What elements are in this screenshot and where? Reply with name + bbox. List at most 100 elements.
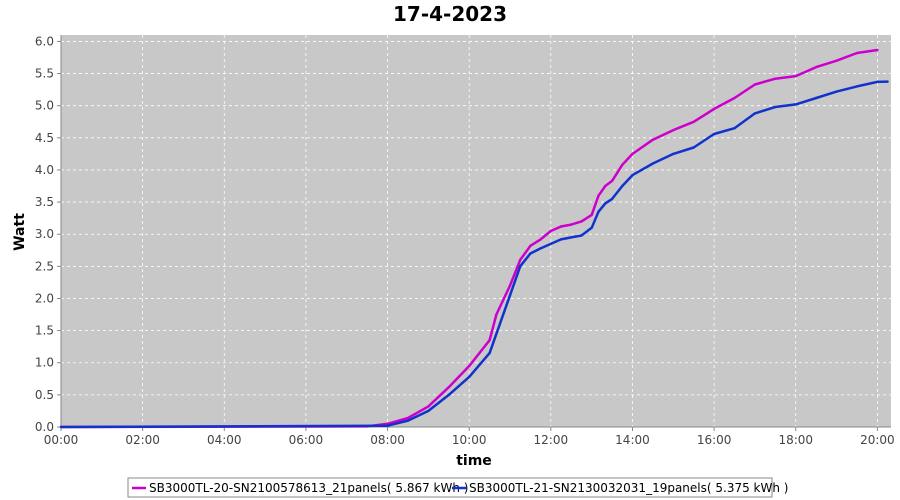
legend-label-series-2: SB3000TL-21-SN2130032031_19panels( 5.375… [469,481,788,495]
data-point [621,163,624,166]
data-point [733,96,736,100]
data-point [631,173,634,177]
data-point [580,234,583,237]
x-tick-label: 00:00 [44,433,79,447]
data-point [876,80,879,84]
data-point [590,213,593,217]
data-point [712,107,716,111]
x-tick-label: 02:00 [125,433,160,447]
data-point [508,294,512,297]
legend-label-series-1: SB3000TL-20-SN2100578613_21panels( 5.867… [149,481,468,495]
y-tick-label: 0.0 [35,420,54,434]
data-point [580,220,583,223]
y-axis-label: Watt [12,213,28,251]
x-tick-label: 12:00 [534,433,569,447]
y-tick-label: 1.0 [35,356,54,370]
data-point [590,226,593,229]
x-tick-label: 16:00 [697,433,732,447]
plot-area [61,35,891,427]
x-tick-label: 06:00 [289,433,324,447]
data-point [794,74,797,78]
series-group [59,48,889,429]
y-tick-label: 4.5 [35,131,54,145]
data-point [835,90,838,93]
data-point [855,85,859,88]
data-point [539,238,542,241]
x-tick-label: 08:00 [370,433,405,447]
y-tick-label: 6.0 [35,34,54,48]
data-point [604,184,607,188]
data-point [488,339,491,342]
data-point [835,59,838,62]
data-point [774,77,777,80]
data-point [559,225,563,228]
y-tick-label: 2.5 [35,259,54,273]
data-point [604,202,607,205]
x-tick-label: 10:00 [452,433,487,447]
data-point [495,313,498,316]
data-point [692,120,695,124]
data-point [498,323,501,326]
data-point [597,210,600,213]
y-tick-label: 0.5 [35,388,54,402]
data-point [539,247,542,250]
data-point [406,419,410,422]
series-points-2 [59,80,889,429]
data-point [651,162,655,165]
data-point [427,405,430,408]
data-point [549,229,552,233]
data-point [549,242,552,246]
legend: SB3000TL-20-SN2100578613_21panels( 5.867… [127,477,788,498]
chart-title: 17-4-2023 [393,2,507,26]
data-point [733,127,736,130]
data-point [876,48,879,52]
y-tick-label: 2.0 [35,291,54,305]
y-tick-label: 4.0 [35,163,54,177]
data-point [468,375,471,379]
data-point [519,258,522,262]
data-point [631,152,634,156]
data-point [621,184,624,188]
y-axis: 0.0 0.5 1.0 1.5 2.0 2.5 3.0 3.5 4.0 4.5 5.0 5.5 6.0 [35,34,62,434]
data-point [753,83,757,86]
data-point [672,152,675,156]
data-point [753,112,757,115]
data-point [597,194,600,197]
data-point [529,244,532,247]
data-point [570,236,573,239]
data-point [447,386,450,389]
y-tick-label: 3.0 [35,227,54,241]
data-point [794,103,797,106]
data-point [519,265,522,268]
data-point [559,238,563,241]
grid-horizontal [61,41,891,428]
data-point [712,132,716,136]
legend-box [127,477,773,498]
x-tick-label: 20:00 [860,433,895,447]
data-point [59,425,63,429]
data-point [672,128,675,132]
data-point [488,351,491,355]
x-axis: 00:00 02:00 04:00 06:00 08:00 10:00 12:00 14:00… [44,426,895,447]
y-tick-label: 3.5 [35,195,54,209]
data-point [529,252,532,255]
data-point [508,284,512,287]
data-point [855,51,859,55]
data-point [447,393,450,397]
y-tick-label: 1.5 [35,324,54,338]
data-point [610,179,614,183]
data-point [815,65,818,69]
data-point [427,409,430,413]
x-tick-label: 04:00 [207,433,242,447]
data-point [692,146,695,149]
data-point [570,223,573,226]
data-point [815,96,818,100]
data-point [386,424,389,427]
x-tick-label: 18:00 [778,433,813,447]
data-point [651,138,655,141]
y-tick-label: 5.0 [35,99,54,113]
data-point [774,105,777,109]
data-point [610,197,614,201]
x-tick-label: 14:00 [615,433,650,447]
data-point [468,364,471,368]
